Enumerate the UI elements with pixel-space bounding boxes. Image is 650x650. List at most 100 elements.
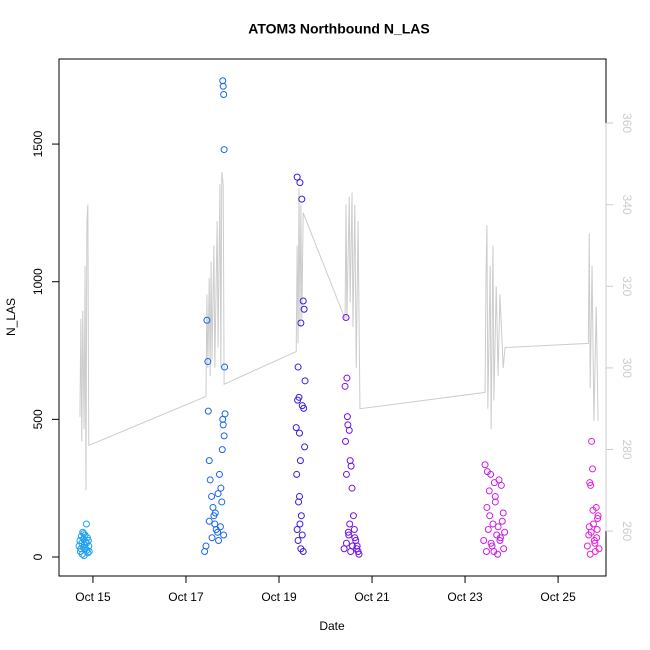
point: [219, 421, 227, 429]
y2-tick-label: 340: [620, 195, 634, 215]
point: [203, 316, 211, 324]
x-tick-label: Oct 17: [168, 590, 204, 604]
y2-tick-label: 320: [620, 276, 634, 296]
y-tick-label: 0: [31, 553, 45, 560]
point: [346, 520, 354, 528]
point: [292, 424, 300, 432]
point: [348, 484, 356, 492]
point: [293, 470, 301, 478]
point: [220, 146, 228, 154]
point: [344, 528, 352, 536]
point: [347, 462, 355, 470]
point: [349, 512, 357, 520]
point: [342, 539, 350, 547]
point: [205, 457, 213, 465]
point: [293, 173, 301, 181]
point: [215, 536, 223, 544]
point: [341, 382, 349, 390]
point: [294, 396, 302, 404]
point: [484, 525, 492, 533]
point: [583, 542, 591, 550]
point: [487, 470, 495, 478]
y2-tick-label: 300: [620, 358, 634, 378]
point: [204, 407, 212, 415]
y-tick-label: 1500: [31, 130, 45, 157]
point: [350, 525, 358, 533]
point: [221, 363, 229, 371]
point: [343, 413, 351, 421]
point: [219, 82, 227, 90]
point: [298, 195, 306, 203]
point: [497, 481, 505, 489]
point: [342, 470, 350, 478]
point: [77, 545, 85, 553]
x-tick-label: Oct 23: [447, 590, 483, 604]
point: [343, 374, 351, 382]
point: [215, 470, 223, 478]
point: [480, 536, 488, 544]
point: [593, 525, 601, 533]
point: [487, 539, 495, 547]
point: [342, 437, 350, 445]
point: [211, 509, 219, 517]
point: [342, 314, 350, 321]
point: [587, 481, 595, 489]
point: [301, 377, 309, 385]
point: [490, 547, 498, 555]
point: [483, 503, 491, 511]
point: [296, 457, 304, 465]
point: [80, 530, 88, 538]
point: [220, 531, 228, 539]
point: [299, 547, 307, 555]
point: [82, 539, 90, 547]
point: [485, 487, 493, 495]
point: [208, 534, 216, 542]
y-axis-label: N_LAS: [4, 298, 18, 336]
point: [501, 528, 509, 536]
point: [295, 492, 303, 500]
x-tick-label: Oct 25: [540, 590, 576, 604]
point: [296, 179, 304, 187]
point: [300, 404, 308, 412]
point: [594, 512, 602, 520]
point: [297, 319, 305, 327]
point: [220, 432, 228, 440]
point: [208, 492, 216, 500]
point: [345, 531, 353, 539]
point: [205, 517, 213, 525]
point: [84, 549, 92, 557]
point: [206, 476, 214, 484]
y2-tick-label: 280: [620, 439, 634, 459]
point: [351, 534, 359, 542]
point: [588, 437, 596, 445]
point: [204, 358, 212, 366]
line: [79, 171, 599, 491]
point: [585, 523, 593, 531]
point: [214, 490, 222, 498]
point: [300, 305, 308, 313]
y2-tick-label: 260: [620, 521, 634, 541]
point: [589, 506, 597, 514]
point: [500, 545, 508, 553]
point: [586, 550, 594, 558]
point: [294, 363, 302, 371]
y-tick-label: 1000: [31, 268, 45, 295]
point: [218, 446, 226, 454]
y-tick-label: 500: [31, 409, 45, 429]
point: [216, 523, 224, 531]
point: [85, 547, 93, 555]
point: [297, 512, 305, 520]
point: [491, 492, 499, 500]
point: [353, 545, 361, 553]
point: [218, 498, 226, 506]
point: [496, 536, 504, 544]
point: [301, 443, 309, 451]
point: [299, 297, 307, 305]
point: [486, 512, 494, 520]
point: [294, 536, 302, 544]
point: [345, 426, 353, 434]
point: [293, 525, 301, 533]
